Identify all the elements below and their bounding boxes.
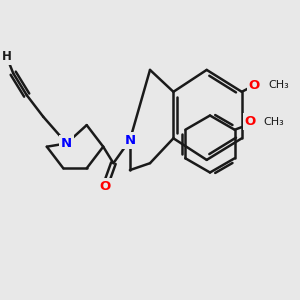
Text: N: N [61,137,72,150]
Text: H: H [2,50,11,63]
Text: CH₃: CH₃ [264,117,284,127]
Text: O: O [245,115,256,128]
Text: O: O [249,79,260,92]
Text: CH₃: CH₃ [268,80,289,90]
Text: O: O [99,180,111,193]
Text: N: N [124,134,136,147]
